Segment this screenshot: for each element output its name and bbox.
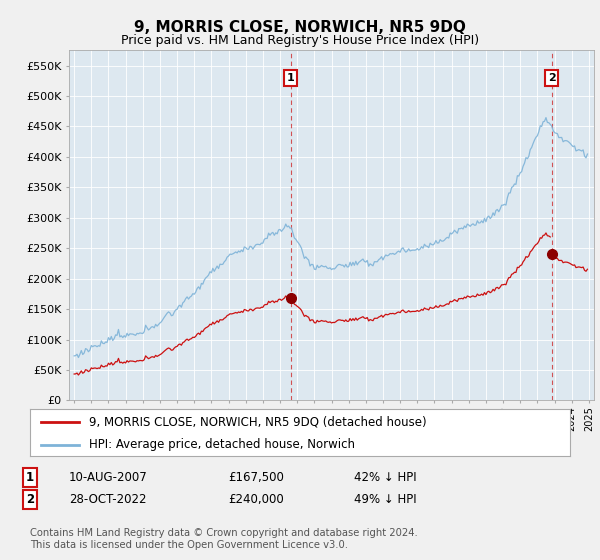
Text: 28-OCT-2022: 28-OCT-2022: [69, 493, 146, 506]
Text: Price paid vs. HM Land Registry's House Price Index (HPI): Price paid vs. HM Land Registry's House …: [121, 34, 479, 46]
Text: 42% ↓ HPI: 42% ↓ HPI: [354, 470, 416, 484]
Text: 2: 2: [548, 73, 556, 83]
Text: 9, MORRIS CLOSE, NORWICH, NR5 9DQ: 9, MORRIS CLOSE, NORWICH, NR5 9DQ: [134, 20, 466, 35]
Text: £240,000: £240,000: [228, 493, 284, 506]
Text: 2: 2: [26, 493, 34, 506]
Text: 1: 1: [26, 470, 34, 484]
Text: HPI: Average price, detached house, Norwich: HPI: Average price, detached house, Norw…: [89, 438, 355, 451]
Text: £167,500: £167,500: [228, 470, 284, 484]
Text: 1: 1: [287, 73, 295, 83]
Text: 49% ↓ HPI: 49% ↓ HPI: [354, 493, 416, 506]
Text: Contains HM Land Registry data © Crown copyright and database right 2024.
This d: Contains HM Land Registry data © Crown c…: [30, 528, 418, 550]
Text: 10-AUG-2007: 10-AUG-2007: [69, 470, 148, 484]
Text: 9, MORRIS CLOSE, NORWICH, NR5 9DQ (detached house): 9, MORRIS CLOSE, NORWICH, NR5 9DQ (detac…: [89, 416, 427, 428]
